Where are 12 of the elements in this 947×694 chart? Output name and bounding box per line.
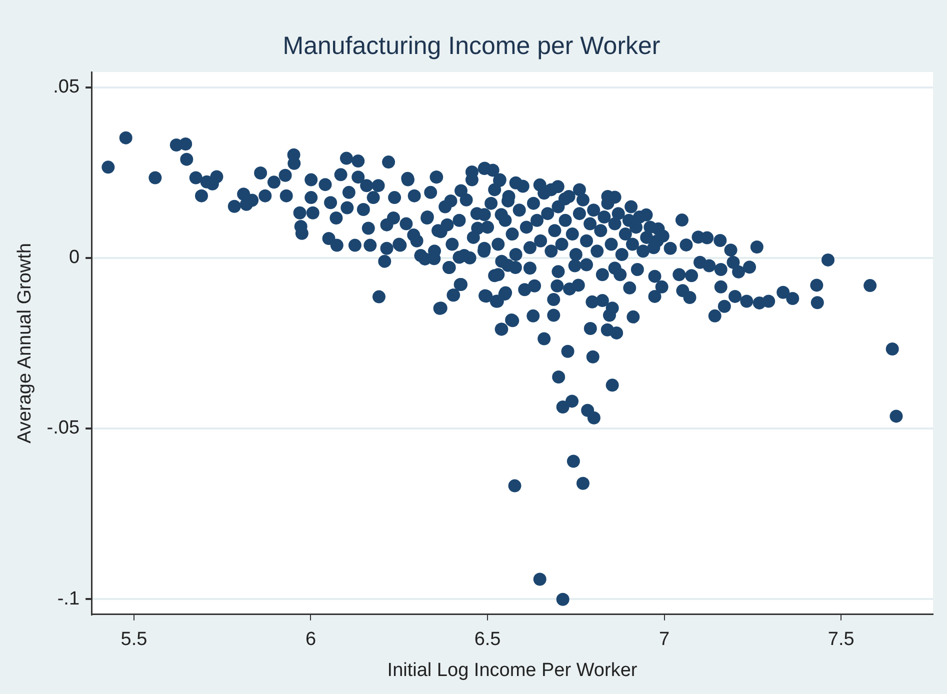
x-tick-label: 7 <box>659 629 670 650</box>
y-tick-label: 0 <box>68 247 80 268</box>
y-tick-label: -.1 <box>57 588 80 610</box>
y-axis-title: Average Annual Growth <box>14 243 36 444</box>
y-tick-label: .05 <box>53 76 80 98</box>
x-tick-label: 6 <box>305 629 316 650</box>
x-axis-title: Initial Log Income Per Worker <box>387 660 638 681</box>
x-tick-label: 7.5 <box>828 629 854 650</box>
y-tick-label: -.05 <box>46 418 80 439</box>
chart-title: Manufacturing Income per Worker <box>282 32 660 60</box>
x-tick-label: 6.5 <box>474 629 501 650</box>
x-tick-label: 5.5 <box>120 629 148 650</box>
